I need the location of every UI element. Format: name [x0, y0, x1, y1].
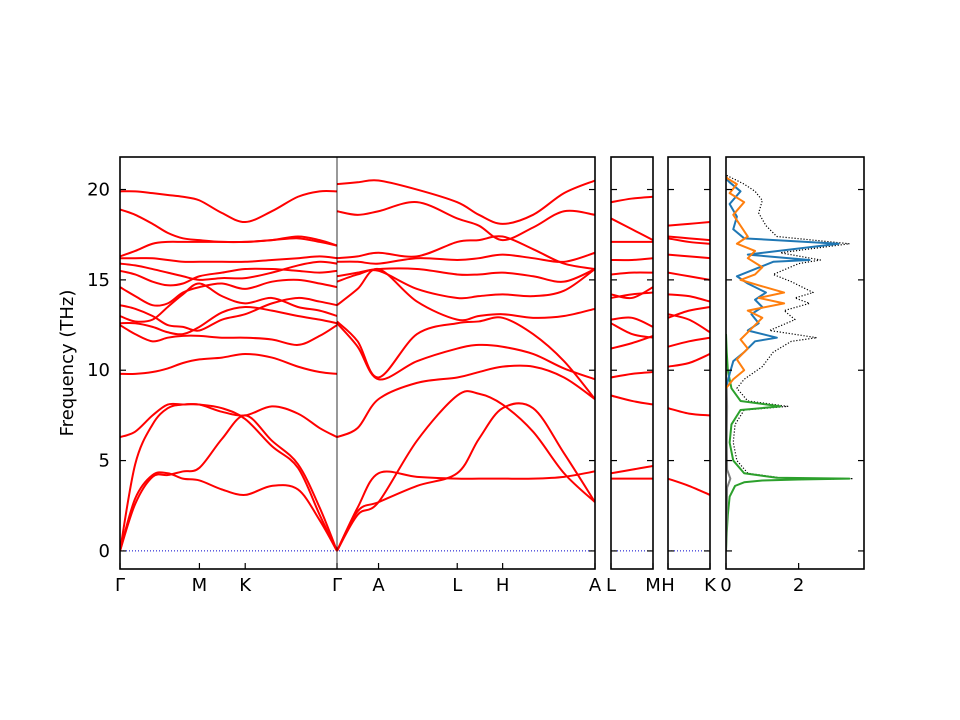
- band-line: [611, 371, 653, 379]
- seg2-bands: [337, 179, 595, 552]
- band-line: [120, 471, 337, 552]
- band-line: [120, 260, 337, 281]
- band-line: [668, 407, 710, 417]
- band-line: [668, 313, 710, 334]
- dos-curve: [726, 370, 732, 551]
- y-axis-label: Frequency (THz): [57, 290, 78, 437]
- band-line: [668, 271, 710, 281]
- band-line: [120, 324, 337, 346]
- band-line: [668, 477, 710, 496]
- y-tick-label: 10: [87, 360, 110, 381]
- band-line: [611, 195, 653, 204]
- x-tick-label: L: [452, 575, 462, 596]
- band-line: [611, 322, 653, 339]
- band-panel-1: [119, 156, 596, 570]
- band-line: [337, 179, 595, 225]
- y-tick-label: 15: [87, 270, 110, 291]
- y-tick-label: 20: [87, 180, 110, 201]
- dos-curve: [726, 176, 786, 389]
- band-line: [120, 282, 337, 323]
- band-line: [120, 414, 337, 552]
- band-line: [668, 353, 710, 368]
- x-tick-label: H: [661, 575, 675, 596]
- band-line: [611, 271, 653, 276]
- band-line: [668, 293, 710, 303]
- dos-curve: [726, 177, 840, 389]
- band-line: [611, 316, 653, 328]
- band-line: [120, 267, 337, 287]
- band-line: [120, 352, 337, 375]
- band-line: [120, 189, 337, 224]
- dos-x-tick-label: 2: [793, 575, 804, 596]
- band-line: [668, 237, 710, 245]
- band-line: [120, 255, 337, 263]
- x-tick-label: L: [606, 575, 616, 596]
- band-line: [611, 286, 653, 300]
- band-line: [120, 278, 337, 307]
- x-tick-label: M: [645, 575, 661, 596]
- band-line: [337, 364, 595, 439]
- band-line: [611, 217, 653, 242]
- x-tick-label: Γ: [332, 575, 342, 596]
- band-line: [120, 305, 337, 336]
- y-tick-label: 5: [99, 451, 110, 472]
- band-line: [337, 322, 595, 381]
- dos-curve: [726, 174, 854, 551]
- band-line: [120, 208, 337, 247]
- x-tick-label: A: [372, 575, 385, 596]
- band-line: [668, 221, 710, 227]
- dos-curves: [726, 174, 854, 551]
- band-line: [668, 253, 710, 260]
- band-line: [337, 268, 595, 322]
- x-tick-label: A: [589, 575, 602, 596]
- x-tick-label: K: [704, 575, 717, 596]
- band-line: [611, 257, 653, 262]
- band-line: [611, 394, 653, 406]
- band-panel-3: [667, 156, 711, 570]
- band-line: [337, 390, 595, 552]
- band-line: [337, 251, 595, 265]
- x-tick-label: M: [192, 575, 208, 596]
- x-tick-label: H: [496, 575, 510, 596]
- band-line: [120, 402, 337, 439]
- band-line: [611, 291, 653, 299]
- y-tick-label: 0: [99, 541, 110, 562]
- x-tick-label: Γ: [115, 575, 125, 596]
- axes-frames: [119, 156, 865, 570]
- band-line: [120, 403, 337, 552]
- dos-x-tick-label: 0: [720, 575, 731, 596]
- band-line: [337, 235, 595, 271]
- band-line: [611, 465, 653, 475]
- band-line: [337, 268, 595, 300]
- dos-panel: [725, 156, 865, 570]
- band-line: [337, 402, 595, 552]
- band-line: [120, 296, 337, 332]
- band-line: [337, 201, 595, 242]
- band-line: [668, 235, 710, 242]
- band-line: [337, 267, 595, 283]
- seg4-bands: [668, 221, 710, 496]
- band-lines: [120, 179, 710, 552]
- seg3-bands: [611, 195, 653, 480]
- band-panel-2: [610, 156, 654, 570]
- band-line: [337, 316, 595, 400]
- band-line: [120, 237, 337, 258]
- x-tick-label: K: [239, 575, 252, 596]
- dos-curve: [726, 334, 851, 551]
- band-line: [668, 336, 710, 348]
- seg1-bands: [120, 189, 337, 552]
- band-line: [337, 470, 595, 552]
